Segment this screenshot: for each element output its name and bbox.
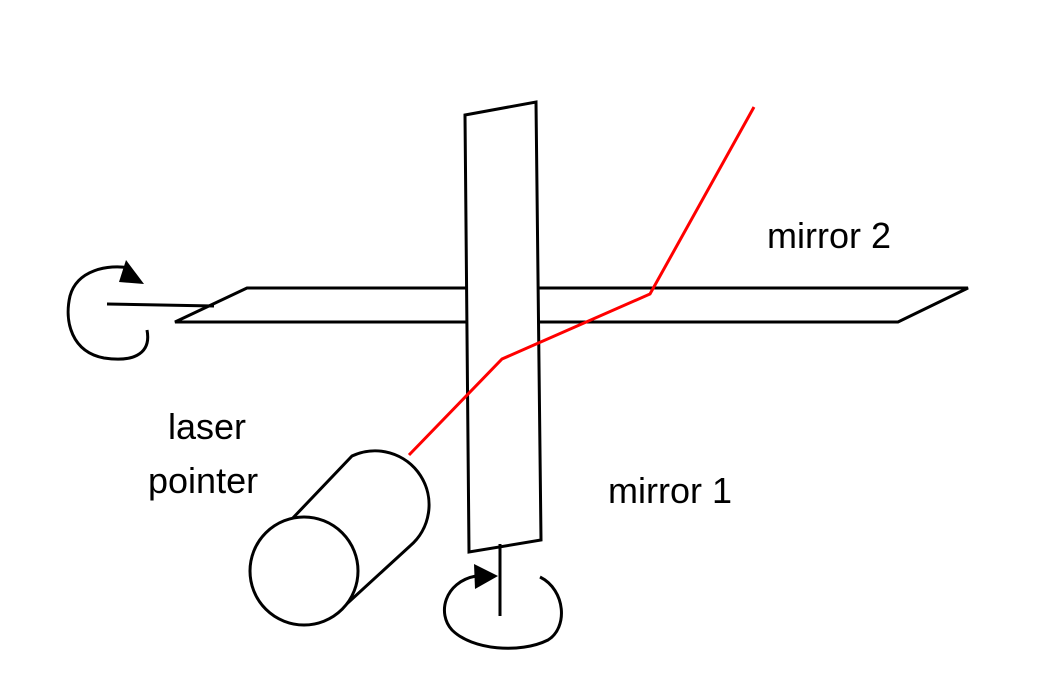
laser-pointer xyxy=(248,449,431,627)
laser-beam xyxy=(407,106,756,457)
mirror-2-plate xyxy=(174,286,969,324)
laser-label-line-1: laser xyxy=(168,406,246,447)
mirror-2-label: mirror 2 xyxy=(767,215,891,256)
mirror-2-axis xyxy=(106,302,215,308)
laser-pointer-end-cap xyxy=(248,515,360,627)
mirror-1-arrowhead-icon xyxy=(474,564,498,589)
laser-label-line-2: pointer xyxy=(148,460,258,501)
mirror-1-rotation-arrow-icon xyxy=(443,574,563,650)
mirror-1-label: mirror 1 xyxy=(608,470,732,511)
mirror-1-plate xyxy=(463,100,543,554)
mirror-2-arrowhead-icon xyxy=(119,260,144,284)
mirror-2-rotation-arrow-icon xyxy=(66,265,150,361)
